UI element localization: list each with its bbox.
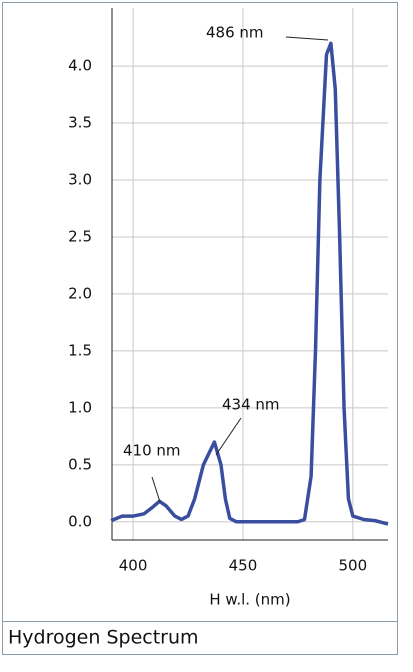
x-tick-label: 500 <box>339 557 368 575</box>
frame <box>2 2 398 655</box>
annotation: 434 nm <box>222 396 280 414</box>
y-tick-label: 3.0 <box>68 171 92 189</box>
y-tick-label: 3.5 <box>68 114 92 132</box>
y-tick-label: 1.0 <box>68 398 92 416</box>
x-axis-label: H w.l. (nm) <box>209 591 290 609</box>
plot: 0.0 0.5 1.0 1.5 2.0 2.5 3.0 3.5 4.0 400 450 500 <box>68 8 389 575</box>
annotation-pointer <box>151 476 161 503</box>
annotation: 486 nm <box>206 24 264 42</box>
annotation: 410 nm <box>123 442 181 460</box>
data-line <box>110 41 389 526</box>
y-tick-label: 1.5 <box>68 341 92 359</box>
y-tick-label: 2.0 <box>68 284 92 302</box>
y-tick-label: 4.0 <box>68 57 92 75</box>
x-tick-label: 400 <box>119 557 148 575</box>
x-tick-label: 450 <box>229 557 258 575</box>
y-tick-label: 2.5 <box>68 227 92 245</box>
y-tick-label: 0.5 <box>68 455 92 473</box>
annotation-pointer <box>285 36 329 41</box>
chart-title: Hydrogen Spectrum <box>8 627 199 649</box>
annotation-pointer <box>215 417 242 456</box>
y-tick-label: 0.0 <box>68 512 92 530</box>
